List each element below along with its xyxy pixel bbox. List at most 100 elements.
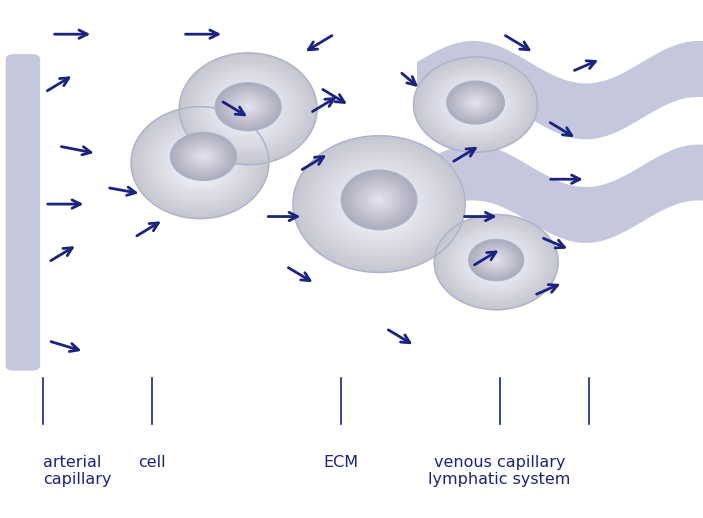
Ellipse shape (473, 243, 519, 277)
Ellipse shape (155, 126, 245, 199)
Ellipse shape (186, 59, 310, 159)
Ellipse shape (184, 142, 223, 170)
Ellipse shape (451, 85, 501, 124)
Ellipse shape (358, 187, 401, 221)
Ellipse shape (362, 191, 396, 218)
Ellipse shape (221, 87, 276, 127)
Ellipse shape (214, 81, 283, 137)
Text: ECM: ECM (323, 455, 359, 470)
Ellipse shape (336, 170, 422, 238)
FancyBboxPatch shape (6, 54, 40, 371)
Ellipse shape (328, 163, 431, 245)
Ellipse shape (165, 135, 234, 191)
Ellipse shape (240, 100, 257, 113)
Ellipse shape (344, 177, 413, 232)
Ellipse shape (366, 190, 392, 210)
Ellipse shape (297, 139, 461, 269)
Ellipse shape (457, 90, 494, 119)
Ellipse shape (243, 103, 254, 111)
Ellipse shape (453, 229, 540, 295)
Ellipse shape (181, 140, 226, 172)
Ellipse shape (448, 83, 503, 126)
Ellipse shape (347, 175, 411, 225)
Ellipse shape (466, 97, 485, 112)
Ellipse shape (200, 154, 206, 159)
Ellipse shape (195, 150, 212, 163)
Ellipse shape (444, 222, 549, 303)
Ellipse shape (131, 107, 269, 219)
Ellipse shape (141, 115, 259, 210)
Ellipse shape (215, 83, 281, 131)
Ellipse shape (454, 88, 497, 121)
Ellipse shape (306, 146, 452, 262)
Ellipse shape (370, 197, 387, 211)
Ellipse shape (203, 73, 293, 145)
Ellipse shape (179, 138, 228, 175)
Ellipse shape (459, 234, 534, 291)
Ellipse shape (241, 103, 255, 114)
Ellipse shape (444, 81, 507, 128)
Ellipse shape (484, 251, 508, 269)
Ellipse shape (134, 109, 266, 216)
Ellipse shape (449, 83, 502, 122)
Ellipse shape (490, 257, 503, 267)
Ellipse shape (462, 236, 530, 289)
Ellipse shape (471, 99, 480, 106)
Ellipse shape (465, 238, 527, 286)
Ellipse shape (207, 75, 290, 142)
Ellipse shape (193, 157, 207, 168)
Ellipse shape (183, 149, 217, 177)
Ellipse shape (434, 214, 558, 310)
Ellipse shape (318, 156, 439, 252)
Ellipse shape (480, 248, 512, 272)
Ellipse shape (234, 97, 262, 117)
Ellipse shape (310, 149, 448, 259)
Ellipse shape (173, 134, 233, 179)
Ellipse shape (446, 224, 546, 300)
Ellipse shape (451, 84, 500, 121)
Ellipse shape (172, 140, 228, 185)
Ellipse shape (468, 97, 483, 108)
Ellipse shape (435, 74, 516, 136)
Ellipse shape (472, 243, 521, 281)
Ellipse shape (469, 239, 524, 281)
Ellipse shape (221, 87, 276, 131)
Ellipse shape (420, 62, 531, 148)
Ellipse shape (176, 136, 231, 177)
Ellipse shape (231, 95, 266, 123)
Ellipse shape (190, 154, 210, 171)
Ellipse shape (475, 246, 518, 279)
Ellipse shape (169, 137, 231, 188)
Ellipse shape (152, 123, 248, 202)
Ellipse shape (210, 78, 286, 139)
Ellipse shape (458, 90, 492, 115)
Ellipse shape (228, 92, 269, 125)
Ellipse shape (426, 66, 525, 143)
Ellipse shape (363, 188, 395, 212)
Ellipse shape (466, 95, 485, 110)
Ellipse shape (484, 253, 508, 271)
Ellipse shape (417, 60, 534, 150)
Ellipse shape (473, 101, 478, 104)
Ellipse shape (482, 250, 510, 270)
Ellipse shape (366, 194, 392, 214)
Ellipse shape (351, 178, 408, 222)
Ellipse shape (179, 53, 317, 165)
Ellipse shape (454, 87, 497, 119)
Ellipse shape (332, 166, 427, 242)
Ellipse shape (238, 100, 259, 117)
Ellipse shape (170, 133, 236, 180)
Ellipse shape (198, 152, 209, 161)
Ellipse shape (475, 244, 517, 276)
Ellipse shape (193, 149, 214, 164)
Ellipse shape (437, 217, 555, 307)
Ellipse shape (193, 64, 303, 153)
Polygon shape (417, 145, 703, 243)
Ellipse shape (360, 185, 398, 215)
Text: arterial
capillary: arterial capillary (43, 455, 111, 487)
Ellipse shape (463, 94, 488, 111)
Ellipse shape (477, 248, 515, 277)
Ellipse shape (229, 93, 267, 121)
Ellipse shape (470, 100, 482, 109)
Ellipse shape (481, 250, 512, 274)
